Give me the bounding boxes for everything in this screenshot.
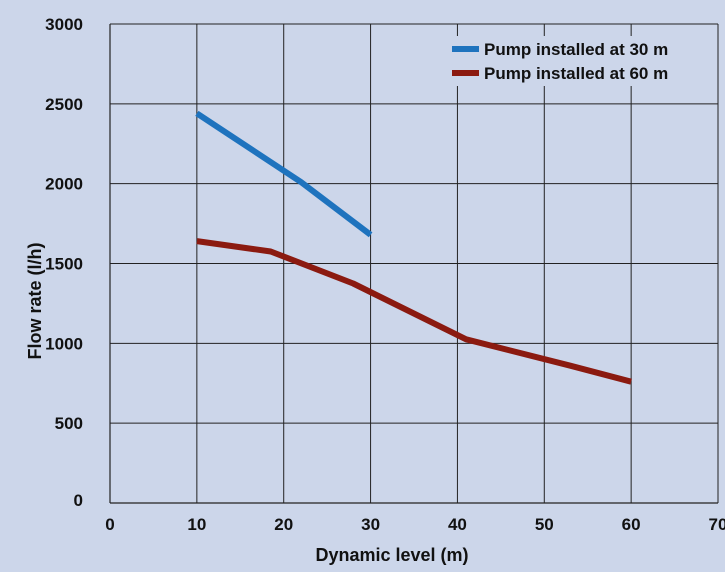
legend: Pump installed at 30 m Pump installed at… — [448, 36, 716, 86]
x-tick-label: 70 — [709, 515, 725, 534]
grid — [110, 23, 719, 503]
y-tick-label: 1500 — [45, 255, 83, 274]
x-tick-label: 50 — [535, 515, 554, 534]
series-line-pump-60m — [196, 238, 632, 385]
y-tick-label: 0 — [74, 491, 83, 510]
x-tick-label: 10 — [187, 515, 206, 534]
x-tick-label: 40 — [448, 515, 467, 534]
x-tick-label: 20 — [274, 515, 293, 534]
y-axis-title: Flow rate (l/h) — [25, 242, 45, 359]
legend-label-pump-60m: Pump installed at 60 m — [484, 64, 668, 83]
y-tick-label: 1000 — [45, 334, 83, 353]
legend-label-pump-30m: Pump installed at 30 m — [484, 40, 668, 59]
x-axis-title: Dynamic level (m) — [315, 545, 468, 565]
y-tick-label: 2500 — [45, 95, 83, 114]
axes — [109, 24, 718, 504]
x-tick-labels: 0 10 20 30 40 50 60 70 — [105, 515, 725, 534]
y-tick-label: 3000 — [45, 15, 83, 34]
series-line-pump-30m — [195, 110, 373, 238]
y-tick-label: 500 — [55, 414, 83, 433]
y-tick-label: 2000 — [45, 175, 83, 194]
x-tick-label: 30 — [361, 515, 380, 534]
legend-background — [448, 36, 716, 86]
series-lines — [195, 110, 632, 385]
y-tick-labels: 0 500 1000 1500 2000 2500 3000 — [45, 15, 83, 510]
x-tick-label: 60 — [622, 515, 641, 534]
x-tick-label: 0 — [105, 515, 114, 534]
